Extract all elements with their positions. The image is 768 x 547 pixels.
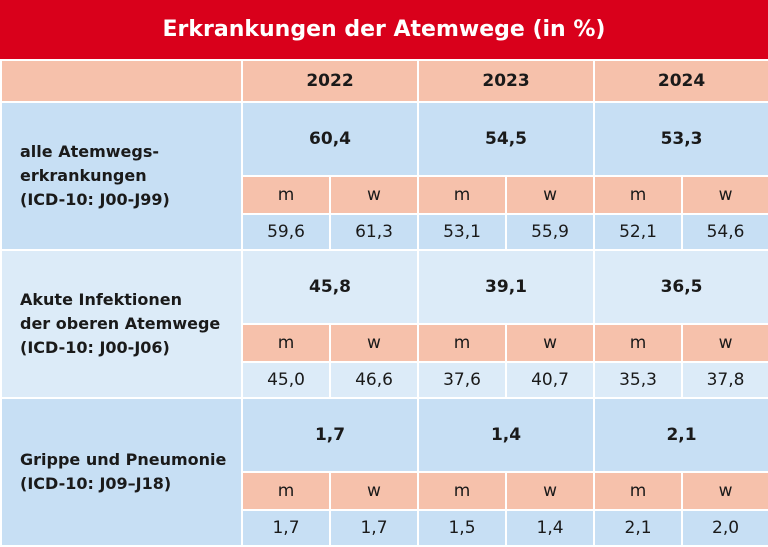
sex-header-row: m w m w m w [1, 323, 768, 363]
group-total-row: Akute Infektionen der oberen Atemwege (I… [0, 249, 768, 399]
total-cell: 39,1 [417, 249, 596, 325]
sex-label-m: m [593, 471, 684, 511]
value-cell: 54,6 [681, 213, 768, 251]
group-label: Grippe und Pneumonie (ICD-10: J09–J18) [0, 397, 243, 547]
year-header-2023: 2023 [417, 59, 596, 103]
group-label-line: (ICD-10: J00-J99) [20, 190, 170, 209]
sex-label-w: w [505, 471, 596, 511]
sex-header-row: m w m w m w [1, 471, 768, 511]
sex-label-m: m [241, 323, 331, 363]
value-cell: 1,4 [505, 509, 596, 547]
year-header-2022: 2022 [240, 59, 420, 103]
sex-label-w: w [681, 323, 768, 363]
sex-label-m: m [417, 323, 508, 363]
value-cell: 2,0 [681, 509, 768, 547]
value-cell: 40,7 [505, 361, 596, 399]
sex-label-m: m [241, 471, 331, 511]
total-cell: 53,3 [593, 101, 768, 177]
group-label-line: Akute Infektionen [20, 290, 183, 309]
value-cell: 2,1 [593, 509, 684, 547]
value-cell: 1,5 [417, 509, 508, 547]
sex-label-m: m [417, 471, 508, 511]
value-cell: 59,6 [241, 213, 331, 251]
total-cell: 45,8 [240, 249, 420, 325]
value-cell: 1,7 [328, 509, 420, 547]
group-label-line: (ICD-10: J09–J18) [20, 474, 172, 493]
value-row: 1,7 1,7 1,5 1,4 2,1 2,0 [1, 509, 768, 547]
respiratory-diseases-table: 2022 2023 2024 alle Atemwegs- erkrankung… [0, 59, 768, 547]
value-cell: 46,6 [328, 361, 420, 399]
group-total-row: Grippe und Pneumonie (ICD-10: J09–J18) 1… [0, 397, 768, 547]
sex-header-row: m w m w m w [1, 175, 768, 215]
group-label-line: erkrankungen [20, 166, 147, 185]
sex-label-w: w [328, 323, 420, 363]
sex-label-m: m [241, 175, 331, 215]
value-cell: 1,7 [241, 509, 331, 547]
value-cell: 35,3 [593, 361, 684, 399]
sex-label-w: w [328, 175, 420, 215]
year-header-2024: 2024 [593, 59, 768, 103]
group-label-line: der oberen Atemwege [20, 314, 221, 333]
sex-label-w: w [681, 175, 768, 215]
group-label: Akute Infektionen der oberen Atemwege (I… [0, 249, 243, 399]
group-label-line: Grippe und Pneumonie [20, 450, 227, 469]
total-cell: 1,7 [240, 397, 420, 473]
total-cell: 1,4 [417, 397, 596, 473]
total-cell: 36,5 [593, 249, 768, 325]
value-cell: 53,1 [417, 213, 508, 251]
value-cell: 37,8 [681, 361, 768, 399]
value-cell: 55,9 [505, 213, 596, 251]
sex-label-m: m [417, 175, 508, 215]
sex-label-m: m [593, 323, 684, 363]
header-corner [0, 59, 243, 103]
sex-label-w: w [681, 471, 768, 511]
group-total-row: alle Atemwegs- erkrankungen (ICD-10: J00… [0, 101, 768, 251]
group-label: alle Atemwegs- erkrankungen (ICD-10: J00… [0, 101, 243, 251]
group-label-line: (ICD-10: J00-J06) [20, 338, 170, 357]
total-cell: 2,1 [593, 397, 768, 473]
group-label-line: alle Atemwegs- [20, 142, 159, 161]
value-row: 59,6 61,3 53,1 55,9 52,1 54,6 [1, 213, 768, 251]
value-row: 45,0 46,6 37,6 40,7 35,3 37,8 [1, 361, 768, 399]
sex-label-w: w [328, 471, 420, 511]
sex-label-m: m [593, 175, 684, 215]
value-cell: 45,0 [241, 361, 331, 399]
value-cell: 61,3 [328, 213, 420, 251]
sex-label-w: w [505, 175, 596, 215]
year-header-row: 2022 2023 2024 [0, 59, 768, 103]
value-cell: 37,6 [417, 361, 508, 399]
table-title: Erkrankungen der Atemwege (in %) [0, 0, 768, 59]
sex-label-w: w [505, 323, 596, 363]
value-cell: 52,1 [593, 213, 684, 251]
total-cell: 54,5 [417, 101, 596, 177]
total-cell: 60,4 [240, 101, 420, 177]
